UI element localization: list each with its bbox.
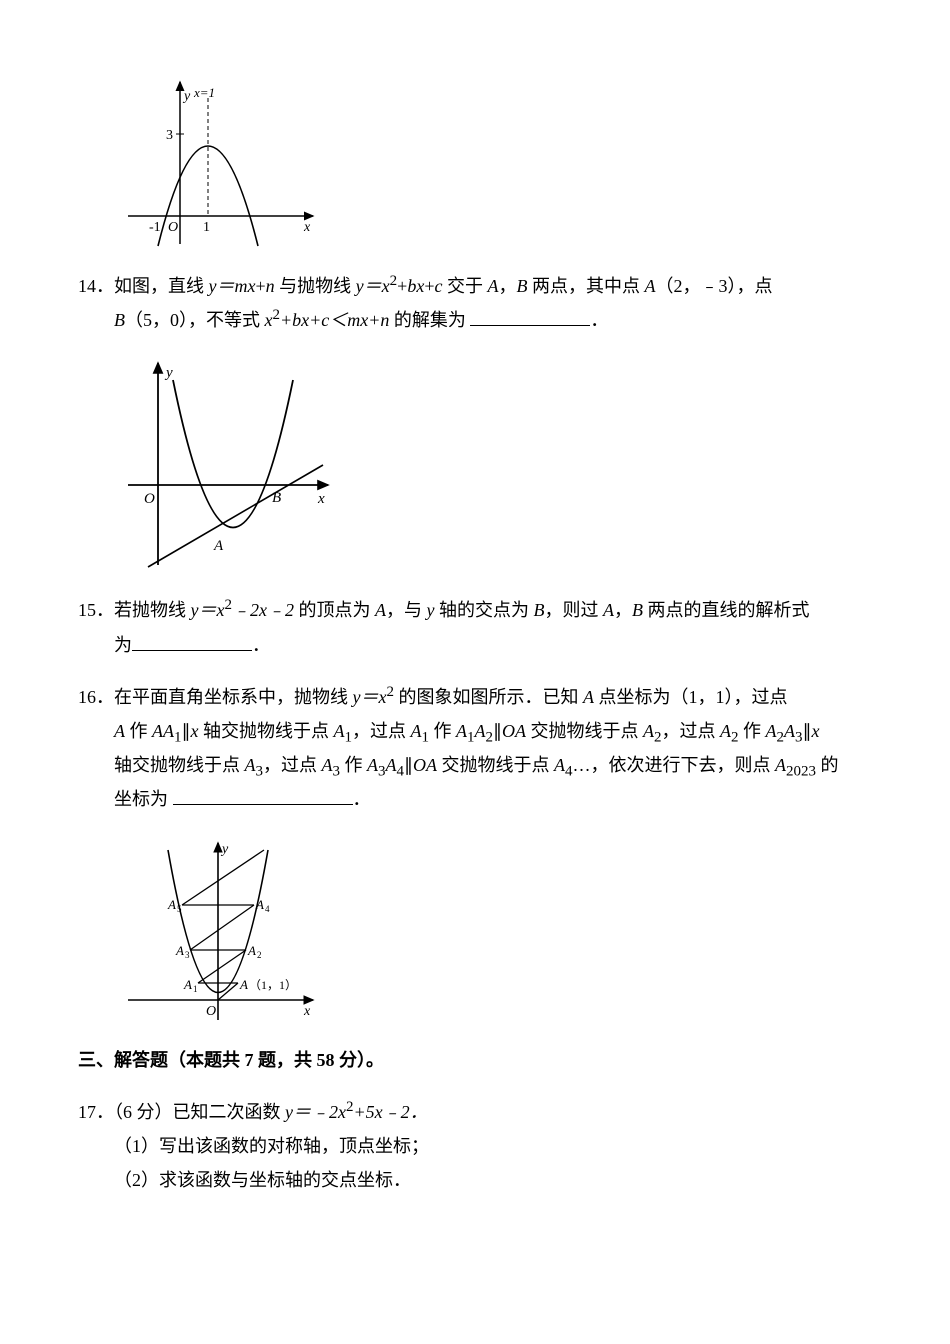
svg-text:x: x <box>303 1004 311 1019</box>
svg-text:3: 3 <box>185 950 190 960</box>
q16-blank <box>173 785 353 806</box>
q13-O: O <box>168 220 178 235</box>
figure-q16: O x y A （1，1） A1 A2 A3 A4 A5 <box>118 835 872 1025</box>
q14: 14．如图，直线 y＝mx+n 与抛物线 y＝x2+bx+c 交于 A，B 两点… <box>78 269 872 337</box>
svg-text:A: A <box>167 897 176 912</box>
svg-text:A: A <box>183 977 192 992</box>
q14-B: B <box>272 490 281 506</box>
svg-text:1: 1 <box>193 984 198 994</box>
svg-text:5: 5 <box>177 904 182 914</box>
svg-text:（1，1）: （1，1） <box>249 978 297 992</box>
q17: 17．（6 分）已知二次函数 y＝﹣2x2+5x﹣2． （1）写出该函数的对称轴… <box>78 1095 872 1198</box>
q13-svg: y x=1 3 -1 O 1 x <box>118 76 318 251</box>
q13-vertex-label: x=1 <box>193 85 215 100</box>
q17-part1: （1）写出该函数的对称轴，顶点坐标； <box>78 1136 429 1156</box>
q14-num: 14． <box>78 276 114 296</box>
q15: 15．若抛物线 y＝x2﹣2x﹣2 的顶点为 A，与 y 轴的交点为 B，则过 … <box>78 593 872 661</box>
q14-O: O <box>144 491 155 507</box>
q17-part2: （2）求该函数与坐标轴的交点坐标． <box>78 1170 411 1190</box>
q14-y: y <box>164 365 173 381</box>
svg-text:O: O <box>206 1004 216 1019</box>
section-3-heading: 三、解答题（本题共 7 题，共 58 分）。 <box>78 1043 872 1077</box>
q14-svg: O y x B A <box>118 355 338 575</box>
q14-x: x <box>317 491 325 507</box>
svg-text:y: y <box>220 842 229 857</box>
q13-tick3: 3 <box>166 128 173 143</box>
svg-text:A: A <box>239 977 248 992</box>
svg-text:2: 2 <box>257 950 262 960</box>
q13-y-label: y <box>182 89 191 104</box>
q13-neg1: -1 <box>149 220 161 235</box>
svg-text:A: A <box>255 897 264 912</box>
q14-A: A <box>213 538 224 554</box>
q15-blank <box>132 630 252 651</box>
figure-q14: O y x B A <box>118 355 872 575</box>
q16: 16．在平面直角坐标系中，抛物线 y＝x2 的图象如图所示．已知 A 点坐标为（… <box>78 680 872 817</box>
q14-blank <box>470 305 590 326</box>
svg-text:A: A <box>175 943 184 958</box>
svg-text:4: 4 <box>265 904 270 914</box>
figure-q13: y x=1 3 -1 O 1 x <box>118 76 872 251</box>
q13-tick1: 1 <box>203 220 210 235</box>
q16-svg: O x y A （1，1） A1 A2 A3 A4 A5 <box>118 835 318 1025</box>
svg-text:A: A <box>247 943 256 958</box>
q13-x: x <box>303 220 311 235</box>
